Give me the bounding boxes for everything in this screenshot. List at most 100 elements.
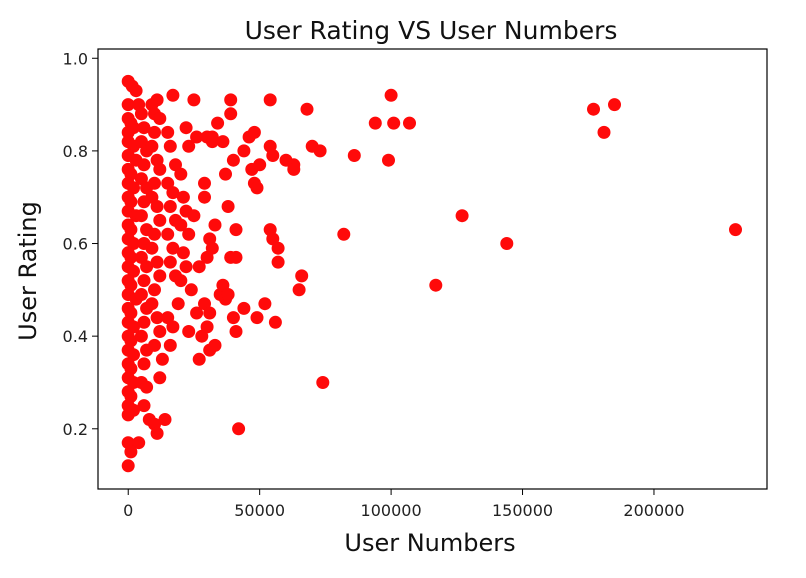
data-point <box>137 399 151 413</box>
data-point <box>729 223 742 237</box>
data-point <box>153 325 167 338</box>
data-point <box>500 237 514 250</box>
points-layer <box>121 74 742 473</box>
x-axis: 0 50000 100000 150000 200000 <box>123 489 685 520</box>
data-point <box>205 241 219 255</box>
data-point <box>208 338 222 352</box>
data-point <box>229 223 243 237</box>
data-point <box>137 274 151 288</box>
data-point <box>221 200 235 213</box>
data-point <box>166 88 180 102</box>
data-point <box>337 227 351 241</box>
y-tick-label: 0.8 <box>63 142 88 161</box>
data-point <box>137 315 151 329</box>
data-point <box>134 329 148 343</box>
data-point <box>148 283 161 297</box>
data-point <box>174 274 188 288</box>
data-point <box>137 357 151 371</box>
y-axis-label: User Rating <box>14 201 42 341</box>
data-point <box>271 241 285 255</box>
data-point <box>224 107 238 121</box>
data-point <box>263 93 277 107</box>
data-point <box>455 209 469 223</box>
data-point <box>148 227 161 241</box>
data-point <box>216 135 230 149</box>
data-point <box>268 315 282 329</box>
data-point <box>163 200 177 213</box>
data-point <box>121 125 135 139</box>
data-point <box>608 98 621 112</box>
data-point <box>229 250 243 264</box>
data-point <box>192 260 206 274</box>
y-tick-label: 1.0 <box>63 49 88 68</box>
data-point <box>148 125 161 139</box>
data-point <box>382 153 395 167</box>
y-tick-label: 0.4 <box>63 327 88 346</box>
data-point <box>153 213 167 227</box>
data-point <box>134 107 148 121</box>
data-point <box>182 325 196 338</box>
data-point <box>295 269 309 283</box>
data-point <box>190 306 204 320</box>
data-point <box>198 176 211 190</box>
data-point <box>384 88 398 102</box>
data-point <box>597 125 611 139</box>
data-point <box>153 269 167 283</box>
data-point <box>148 338 161 352</box>
data-point <box>140 380 154 394</box>
data-point <box>171 297 185 311</box>
data-point <box>176 190 190 204</box>
data-point <box>150 93 164 107</box>
data-point <box>150 426 164 440</box>
data-point <box>158 413 172 426</box>
data-point <box>300 102 314 116</box>
data-point <box>148 176 161 190</box>
data-point <box>145 241 159 255</box>
data-point <box>258 297 272 311</box>
data-point <box>124 445 138 459</box>
x-tick-label: 100000 <box>361 501 422 520</box>
data-point <box>163 139 177 153</box>
data-point <box>174 218 188 232</box>
data-point <box>226 153 240 167</box>
data-point <box>292 283 306 297</box>
data-point <box>145 297 159 311</box>
data-point <box>208 218 222 232</box>
x-tick-label: 150000 <box>492 501 553 520</box>
data-point <box>179 121 193 135</box>
data-point <box>182 139 196 153</box>
data-point <box>129 84 143 98</box>
data-point <box>224 93 238 107</box>
data-point <box>187 209 201 223</box>
data-point <box>229 325 243 338</box>
chart-title: User Rating VS User Numbers <box>245 16 618 45</box>
data-point <box>253 158 267 172</box>
data-point <box>198 190 211 204</box>
data-point <box>347 149 361 162</box>
data-point <box>145 139 159 153</box>
data-point <box>211 116 225 130</box>
data-point <box>226 311 240 325</box>
data-point <box>205 130 219 144</box>
data-point <box>166 320 180 334</box>
data-point <box>163 255 177 269</box>
data-point <box>166 186 180 200</box>
data-point <box>134 288 148 301</box>
plot-frame <box>97 48 768 490</box>
data-point <box>140 260 154 274</box>
data-point <box>161 125 175 139</box>
data-point <box>134 209 148 223</box>
data-point <box>190 130 204 144</box>
data-point <box>182 227 196 241</box>
data-point <box>137 158 151 172</box>
data-point <box>219 167 232 181</box>
data-point <box>200 320 214 334</box>
data-point <box>221 288 235 301</box>
data-point <box>247 125 261 139</box>
data-point <box>150 200 164 213</box>
data-point <box>266 149 280 162</box>
data-point <box>153 112 167 125</box>
data-point <box>153 371 167 385</box>
data-point <box>132 436 146 450</box>
data-point <box>237 301 251 315</box>
